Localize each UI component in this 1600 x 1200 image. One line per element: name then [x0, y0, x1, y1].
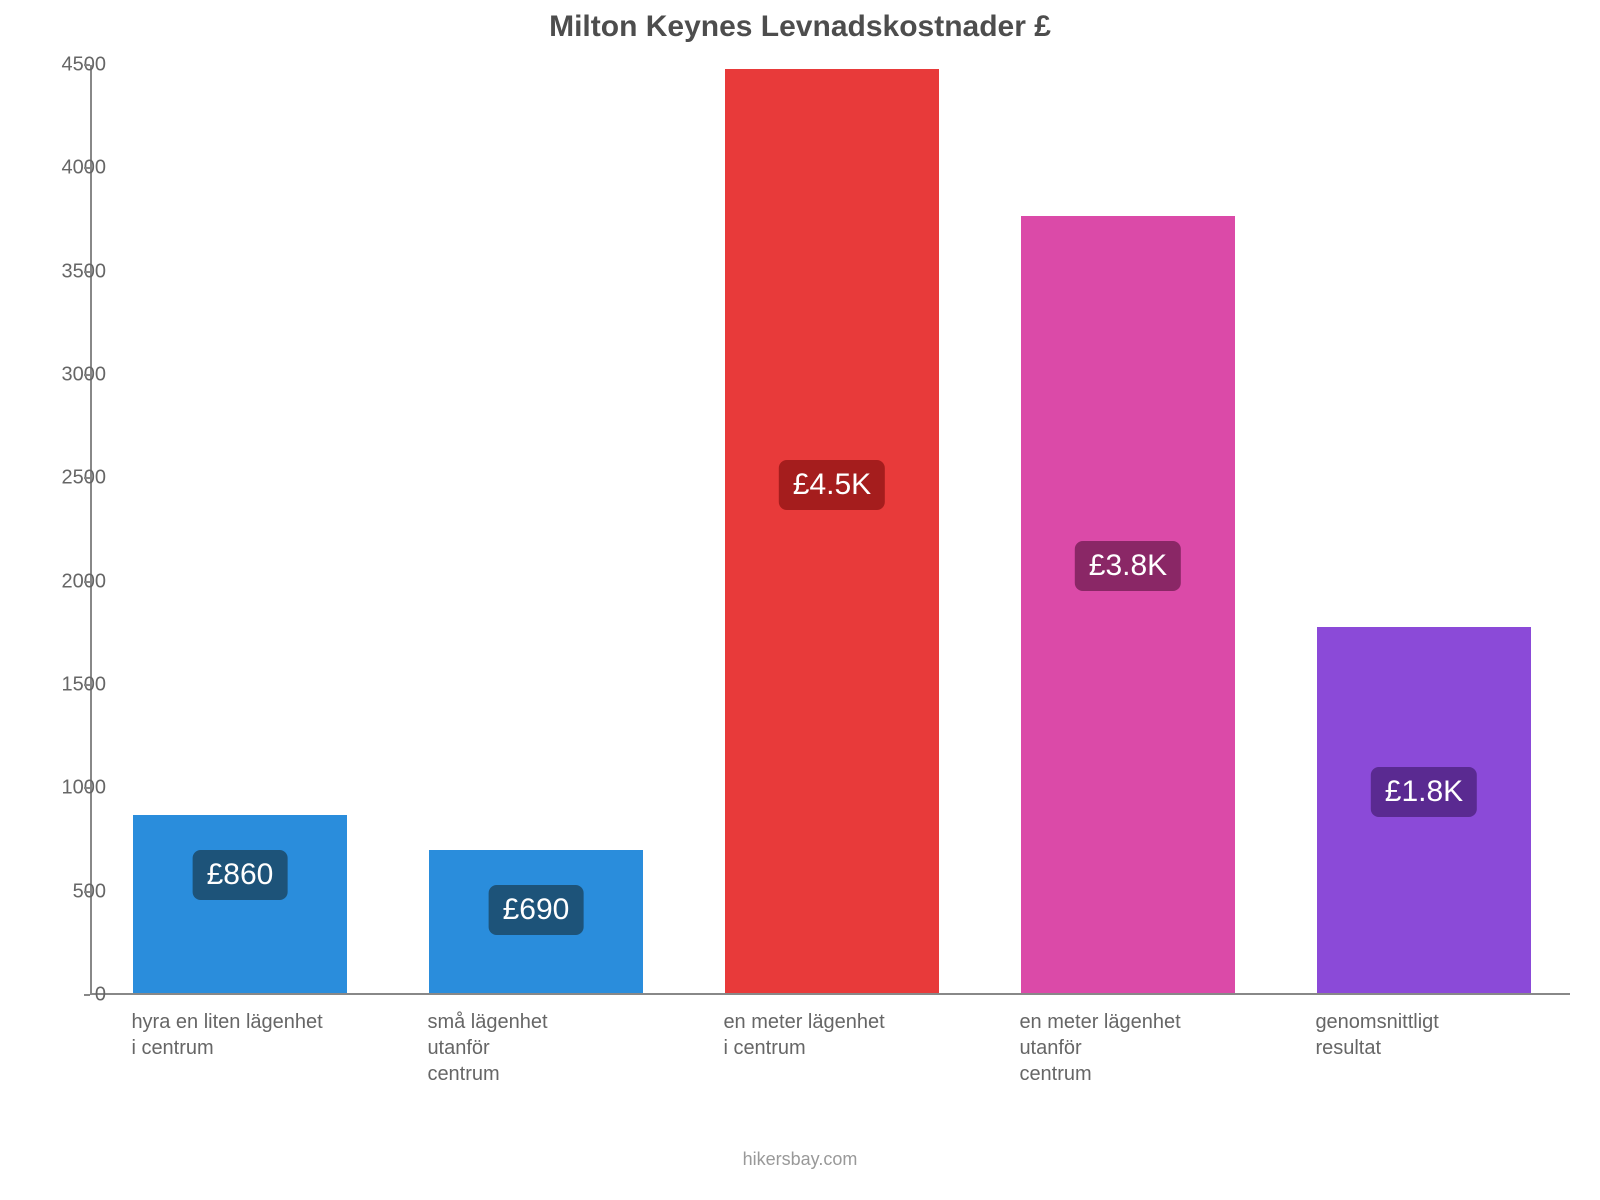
- value-badge: £1.8K: [1371, 767, 1477, 817]
- bar: [1021, 216, 1234, 993]
- y-tick-mark: [84, 787, 90, 789]
- y-tick-mark: [84, 891, 90, 893]
- y-tick-mark: [84, 994, 90, 996]
- y-tick-label: 1500: [26, 674, 106, 697]
- x-axis-label: en meter lägenhetutanförcentrum: [1019, 1009, 1232, 1087]
- y-tick-label: 3500: [26, 260, 106, 283]
- plot-area: £860 £690 £4.5K £3.8K £1.8K: [90, 65, 1570, 995]
- chart-title: Milton Keynes Levnadskostnader £: [0, 10, 1600, 44]
- y-tick-mark: [84, 581, 90, 583]
- bar: [133, 815, 346, 993]
- value-badge: £3.8K: [1075, 541, 1181, 591]
- y-tick-label: 4000: [26, 157, 106, 180]
- value-badge: £4.5K: [779, 460, 885, 510]
- x-axis-label: en meter lägenheti centrum: [723, 1009, 936, 1061]
- y-tick-mark: [84, 167, 90, 169]
- y-tick-label: 500: [26, 880, 106, 903]
- chart-footer: hikersbay.com: [0, 1149, 1600, 1170]
- y-tick-mark: [84, 374, 90, 376]
- x-axis-label: små lägenhetutanförcentrum: [427, 1009, 640, 1087]
- x-axis-label: hyra en liten lägenheti centrum: [131, 1009, 344, 1061]
- bar: [725, 69, 938, 993]
- y-tick-label: 4500: [26, 54, 106, 77]
- y-tick-label: 1000: [26, 777, 106, 800]
- value-badge: £860: [193, 850, 288, 900]
- y-tick-mark: [84, 64, 90, 66]
- y-tick-label: 2500: [26, 467, 106, 490]
- y-tick-label: 3000: [26, 364, 106, 387]
- chart-container: Milton Keynes Levnadskostnader £ £860 £69…: [0, 0, 1600, 1200]
- y-tick-mark: [84, 477, 90, 479]
- y-tick-label: 0: [26, 984, 106, 1007]
- x-axis-label: genomsnittligtresultat: [1315, 1009, 1528, 1061]
- value-badge: £690: [489, 885, 584, 935]
- y-tick-mark: [84, 684, 90, 686]
- y-tick-mark: [84, 271, 90, 273]
- y-tick-label: 2000: [26, 570, 106, 593]
